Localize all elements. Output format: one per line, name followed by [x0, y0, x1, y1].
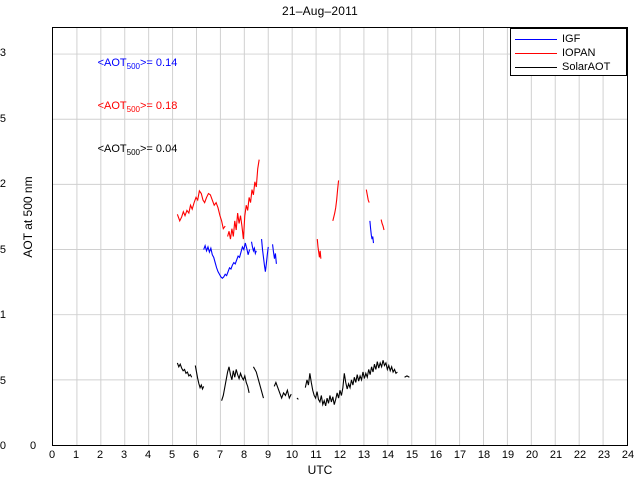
- x-tick-label: 10: [285, 449, 299, 461]
- x-tick-label: 13: [357, 449, 371, 461]
- series-line-iopan: [332, 180, 340, 221]
- x-tick-label: 12: [333, 449, 347, 461]
- legend-label: IOPAN: [562, 46, 596, 59]
- chart-title: 21–Aug–2011: [281, 4, 359, 18]
- series-line-solaraot: [304, 360, 398, 407]
- series-line-iopan: [380, 219, 385, 231]
- plot-area: [52, 27, 628, 446]
- x-tick-label: 15: [405, 449, 419, 461]
- legend-swatch-line: [515, 52, 557, 54]
- x-tick-label: 16: [429, 449, 443, 461]
- x-tick-label: 24: [621, 449, 635, 461]
- mean-aot-annotation: <AOT500>= 0.14: [97, 56, 178, 71]
- series-line-iopan: [316, 239, 322, 259]
- x-tick-label: 5: [168, 449, 176, 461]
- x-tick-label: 1: [72, 449, 80, 461]
- series-line-solaraot: [176, 362, 193, 378]
- x-tick-label: 21: [549, 449, 563, 461]
- x-tick-label: 3: [120, 449, 128, 461]
- y-tick-label: 0.15: [0, 243, 6, 256]
- x-axis-label: UTC: [307, 463, 333, 477]
- data-traces: [176, 159, 410, 407]
- x-tick-label: 20: [525, 449, 539, 461]
- series-line-igf: [203, 242, 251, 279]
- legend-swatch-line: [515, 66, 557, 68]
- x-tick-label: 11: [310, 449, 322, 461]
- y-tick-label: 0.3: [0, 47, 6, 60]
- x-tick-label: 6: [192, 449, 200, 461]
- x-tick-label: 4: [144, 449, 152, 461]
- x-tick-label: 7: [216, 449, 224, 461]
- y-tick-label: 0.1: [0, 309, 6, 322]
- legend-label: SolarAOT: [562, 60, 611, 73]
- x-tick-label: 23: [597, 449, 611, 461]
- legend-swatch-line: [515, 38, 557, 40]
- mean-aot-annotation: <AOT500>= 0.18: [97, 99, 178, 115]
- y-tick-label: 0.25: [0, 112, 6, 125]
- series-line-solaraot: [194, 365, 205, 391]
- x-tick-label: 22: [573, 449, 587, 461]
- series-line-solaraot: [404, 375, 410, 378]
- mean-aot-annotation: <AOT500>= 0.04: [97, 143, 178, 158]
- series-line-igf: [272, 244, 277, 264]
- legend[interactable]: IGF IOPAN SolarAOT: [510, 28, 627, 76]
- series-line-solaraot: [296, 397, 299, 400]
- series-line-igf: [369, 220, 375, 244]
- x-tick-label: 14: [381, 449, 395, 461]
- series-line-solaraot: [221, 366, 250, 401]
- y-axis-label: AOT at 500 nm: [21, 176, 35, 258]
- x-tick-label: 9: [264, 449, 272, 461]
- series-line-iopan: [365, 189, 370, 203]
- series-line-igf: [250, 241, 257, 256]
- x-tick-label: 17: [453, 449, 467, 461]
- legend-item-iopan[interactable]: IOPAN: [515, 46, 622, 60]
- y-tick-label: 0.2: [0, 178, 6, 191]
- series-line-igf: [261, 239, 269, 272]
- legend-label: IGF: [562, 32, 581, 45]
- series-line-solaraot: [273, 380, 292, 400]
- series-line-solaraot: [252, 366, 264, 399]
- x-tick-label: 8: [240, 449, 248, 461]
- x-tick-label: 18: [477, 449, 491, 461]
- x-axis-origin-label: 0: [30, 440, 37, 452]
- series-line-iopan: [176, 189, 226, 230]
- x-tick-label: 19: [501, 449, 515, 461]
- x-tick-label: 2: [96, 449, 104, 461]
- series-line-iopan: [227, 159, 260, 240]
- y-tick-label: 0.05: [0, 374, 6, 387]
- y-tick-label: 0: [0, 440, 6, 452]
- legend-item-solaraot[interactable]: SolarAOT: [515, 60, 622, 74]
- legend-item-igf[interactable]: IGF: [515, 32, 622, 46]
- x-tick-label: 0: [48, 449, 56, 461]
